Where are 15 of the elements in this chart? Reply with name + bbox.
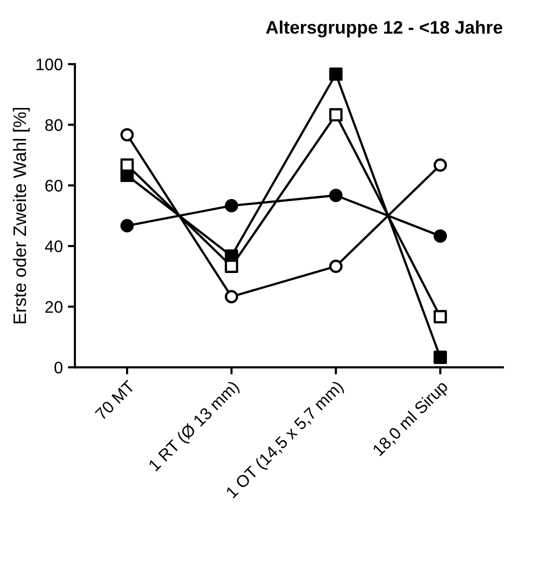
y-tick-label: 100 xyxy=(36,58,62,70)
point xyxy=(434,350,447,364)
y-tick-label: 20 xyxy=(45,301,62,313)
chart-title: Altersgruppe 12 - <18 Jahre xyxy=(266,20,502,38)
point xyxy=(120,158,134,172)
point xyxy=(224,260,238,274)
y-tick-label: 60 xyxy=(45,180,62,192)
y-tick-label: 0 xyxy=(54,362,62,374)
x-tick-label: 70 MT xyxy=(94,380,136,421)
y-axis-title: Erste oder Zweite Wahl [%] xyxy=(12,108,30,324)
y-tick-label: 80 xyxy=(45,119,62,131)
point xyxy=(434,310,447,324)
point xyxy=(329,67,343,81)
point xyxy=(329,108,343,122)
y-tick-label: 40 xyxy=(44,240,62,252)
